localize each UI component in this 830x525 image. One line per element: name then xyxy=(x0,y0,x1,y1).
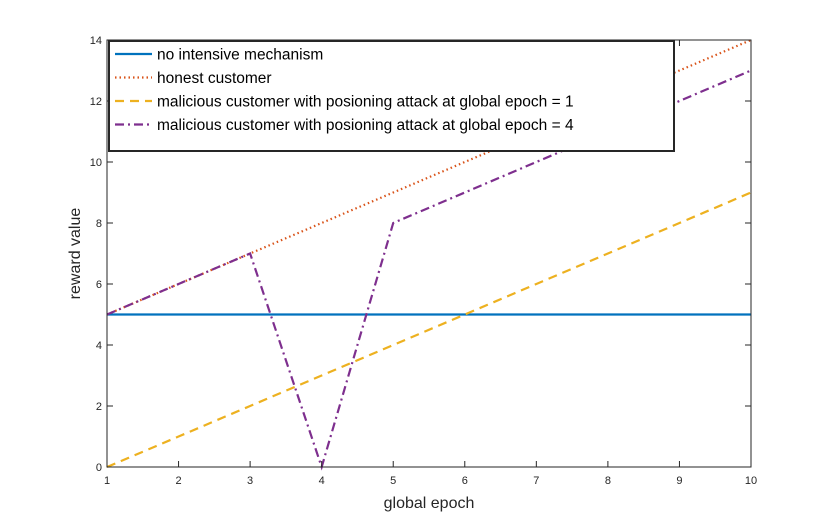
y-tick-label: 10 xyxy=(90,157,102,169)
y-axis-label: reward value xyxy=(67,208,84,300)
x-tick-label: 2 xyxy=(175,475,181,487)
y-tick-label: 0 xyxy=(96,462,102,474)
legend-label-3: malicious customer with posioning attack… xyxy=(157,94,574,111)
x-tick-label: 5 xyxy=(390,475,396,487)
legend-box xyxy=(108,40,675,152)
x-axis-label: global epoch xyxy=(384,495,475,512)
y-tick-label: 2 xyxy=(96,401,102,413)
x-tick-label: 6 xyxy=(462,475,468,487)
y-tick-label: 12 xyxy=(90,96,102,108)
x-tick-label: 10 xyxy=(745,475,757,487)
y-tick-label: 8 xyxy=(96,218,102,230)
y-tick-label: 6 xyxy=(96,279,102,291)
legend-label-2: honest customer xyxy=(157,70,272,87)
legend-label-4: malicious customer with posioning attack… xyxy=(157,117,574,134)
y-tick-label: 4 xyxy=(96,340,102,352)
x-tick-label: 3 xyxy=(247,475,253,487)
x-tick-label: 1 xyxy=(104,475,110,487)
x-tick-label: 8 xyxy=(605,475,611,487)
legend-label-1: no intensive mechanism xyxy=(157,47,323,64)
x-tick-label: 7 xyxy=(533,475,539,487)
y-tick-label: 14 xyxy=(90,35,102,47)
legend: no intensive mechanism honest customer mal… xyxy=(108,40,675,152)
x-tick-label: 9 xyxy=(676,475,682,487)
x-tick-label: 4 xyxy=(319,475,325,487)
series-line-3 xyxy=(106,191,752,469)
